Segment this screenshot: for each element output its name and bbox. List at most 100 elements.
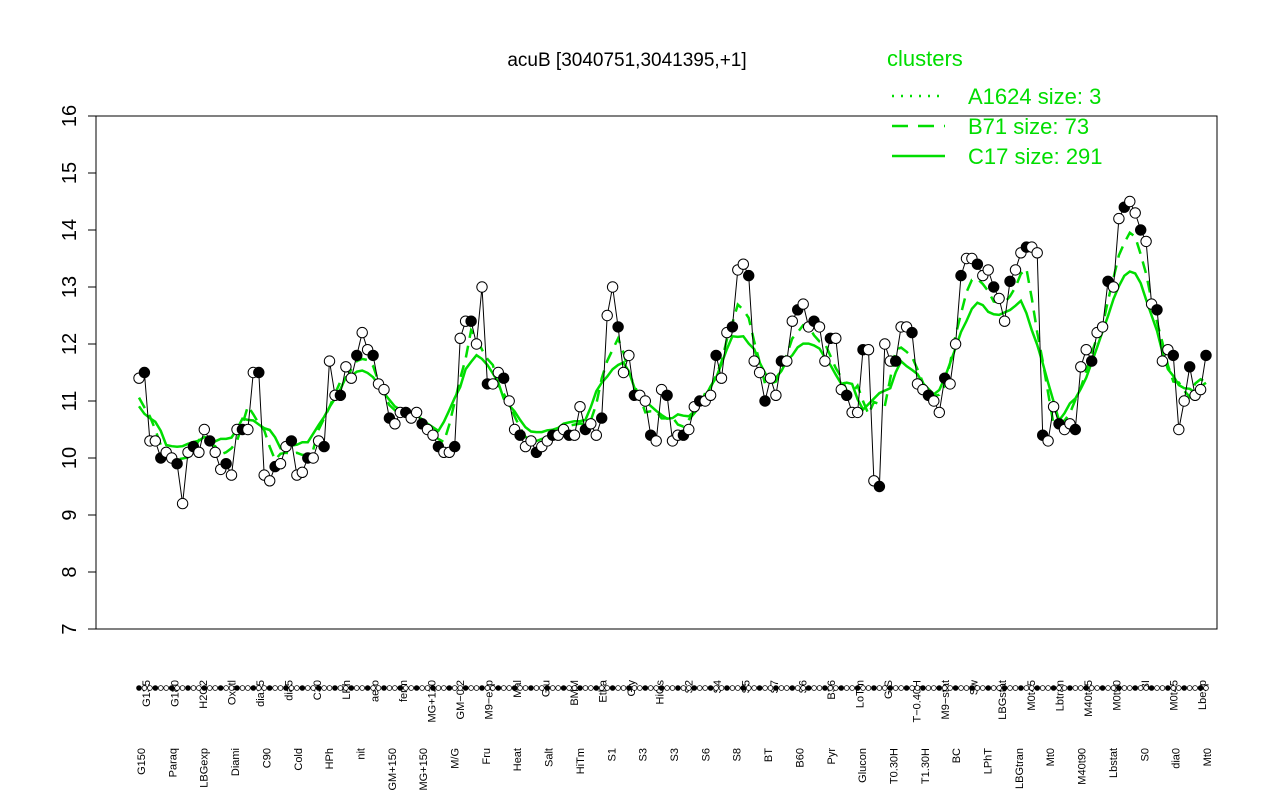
data-point [1129, 207, 1141, 219]
data-point [998, 315, 1011, 327]
x-tick-label: M40t45 [1083, 680, 1095, 717]
x-rug-mark [359, 685, 365, 691]
x-rug-mark [963, 685, 970, 691]
data-point [623, 349, 635, 362]
x-rug-mark [577, 685, 583, 691]
legend: clusters A1624 size: 3 B71 size: 73 C17 … [887, 46, 1103, 169]
x-rug-mark [408, 685, 414, 691]
cluster-line-b71 [137, 230, 1207, 463]
x-rug-mark [914, 685, 921, 691]
x-rug-mark [261, 685, 268, 691]
x-tick-label: ferm [398, 680, 410, 702]
x-rug-mark [745, 685, 752, 691]
x-rug-mark [696, 685, 703, 691]
data-point [220, 458, 232, 470]
data-point [465, 315, 477, 327]
x-rug-mark [925, 685, 932, 691]
x-rug-mark [1056, 685, 1062, 691]
x-rug-mark [223, 685, 229, 691]
x-rug-mark [1110, 685, 1117, 691]
data-point [879, 338, 891, 350]
chart-title: acuB [3040751,3041395,+1] [507, 50, 746, 71]
x-rug-mark [974, 685, 981, 691]
x-rug-mark [931, 685, 937, 691]
data-point [737, 258, 749, 270]
x-rug-mark [620, 685, 627, 691]
x-rug-mark [647, 685, 654, 691]
x-rug-mark [413, 685, 420, 691]
x-rug-mark [1088, 685, 1095, 691]
data-point [323, 355, 336, 367]
x-tick-label: LBGexp [199, 748, 211, 788]
x-rug-mark [686, 685, 692, 691]
x-rug-mark [517, 685, 523, 691]
x-rug-mark [326, 685, 333, 691]
data-point [1113, 212, 1125, 225]
data-point [759, 395, 771, 407]
data-point [410, 406, 423, 419]
x-rug-mark [854, 685, 861, 691]
x-rug-mark [560, 685, 567, 691]
x-rug-mark [833, 685, 839, 691]
x-tick-label: S1 [606, 748, 618, 761]
data-point [949, 338, 962, 350]
x-rug-mark [658, 685, 665, 691]
x-tick-label: S3 [669, 748, 681, 761]
x-rug-mark [234, 685, 240, 691]
data-point [1086, 355, 1098, 367]
x-rug-mark [990, 685, 997, 691]
x-rug-mark [522, 685, 529, 691]
x-rug-mark [598, 685, 605, 691]
x-rug-mark [1001, 685, 1008, 691]
x-rug-mark [816, 685, 823, 691]
x-rug-mark [397, 685, 404, 691]
x-rug-mark [980, 685, 986, 691]
x-rug-mark [675, 685, 681, 691]
x-rug-mark [332, 685, 338, 691]
x-rug-mark [784, 685, 790, 691]
x-rug-mark [1137, 685, 1144, 691]
x-tick-label: G135 [141, 680, 153, 707]
data-point [171, 458, 183, 470]
x-rug-mark [141, 685, 148, 691]
data-point [1009, 264, 1022, 276]
x-rug-mark [288, 685, 295, 691]
data-point [841, 389, 853, 401]
x-rug-mark [370, 685, 376, 691]
data-point [1135, 224, 1147, 236]
data-point [356, 326, 368, 339]
x-tick-label: T1.30H [920, 748, 932, 784]
x-rug-mark [1039, 685, 1046, 691]
x-rug-mark [1072, 685, 1079, 691]
x-rug-mark [255, 685, 262, 691]
x-tick-label: Fru [481, 748, 493, 765]
data-point [704, 389, 717, 401]
x-rug-mark [310, 685, 317, 691]
x-rug-mark [773, 685, 779, 691]
data-point [525, 435, 537, 447]
x-rug-mark [604, 685, 610, 691]
data-point [427, 429, 439, 441]
x-rug-mark [441, 685, 447, 691]
x-rug-mark [272, 685, 278, 691]
x-rug-mark [718, 685, 725, 691]
x-tick-label: Diami [230, 748, 242, 776]
x-rug-mark [827, 685, 834, 691]
data-point [988, 281, 1000, 293]
x-tick-label: MG+150 [418, 748, 430, 791]
x-rug-mark [147, 685, 153, 691]
x-rug-mark [751, 685, 757, 691]
x-tick-label: T−0.40H [912, 680, 924, 723]
x-rug-mark [1007, 685, 1013, 691]
x-rug-mark [843, 685, 850, 691]
x-rug-mark [206, 685, 213, 691]
data-point [138, 366, 151, 379]
data-point [1178, 395, 1190, 407]
x-rug-mark [713, 685, 719, 691]
x-rug-mark [299, 685, 306, 691]
x-rug-mark [544, 685, 551, 691]
x-rug-mark [1028, 685, 1035, 691]
data-point [1200, 349, 1212, 362]
x-tick-label: Glucon [857, 748, 869, 783]
